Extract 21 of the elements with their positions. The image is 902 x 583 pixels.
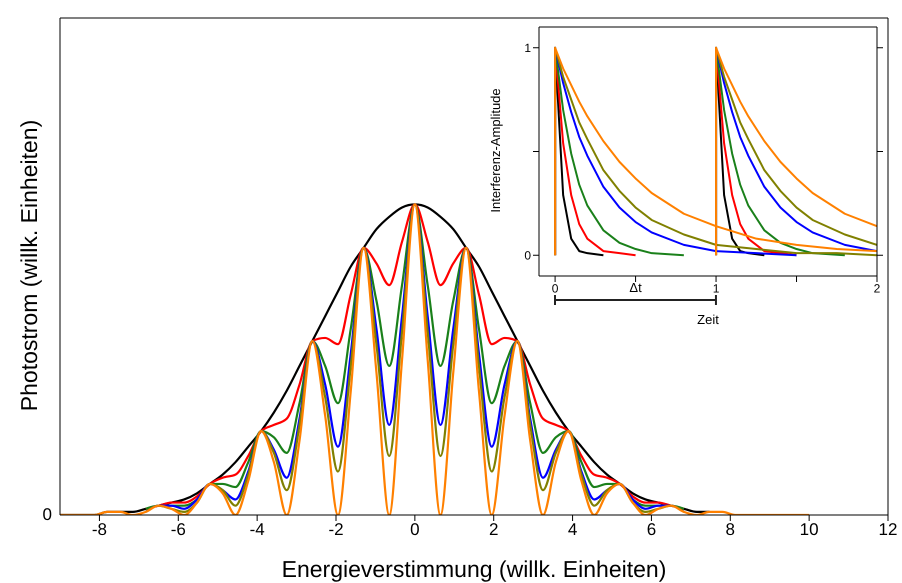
x-tick-label: 0 [552, 282, 559, 296]
x-tick-label: 1 [712, 282, 720, 296]
x-tick-label: 2 [874, 282, 881, 296]
x-tick-label: -4 [250, 520, 265, 540]
x-axis-title: Zeit [697, 312, 720, 327]
x-tick-label: 12 [878, 520, 898, 540]
x-tick-label: 6 [646, 520, 656, 540]
x-tick-label: 4 [568, 520, 578, 540]
x-tick-label: 10 [800, 520, 819, 540]
line-series [554, 46, 877, 256]
x-tick-label: 0 [410, 520, 420, 540]
x-tick-label: -8 [92, 520, 107, 540]
x-tick-label: -2 [328, 520, 344, 540]
text: 0 [42, 504, 52, 526]
y-axis-title: Interferenz-Amplitude [488, 88, 503, 213]
annotation: Δt [628, 280, 643, 295]
x-tick-label: 2 [488, 520, 498, 540]
x-tick-label: 8 [726, 520, 736, 540]
x-tick-label: -6 [170, 520, 186, 540]
y-axis-title: Photostrom (willk. Einheiten) [16, 120, 42, 412]
x-axis-title: Energieverstimmung (willk. Einheiten) [282, 556, 666, 582]
